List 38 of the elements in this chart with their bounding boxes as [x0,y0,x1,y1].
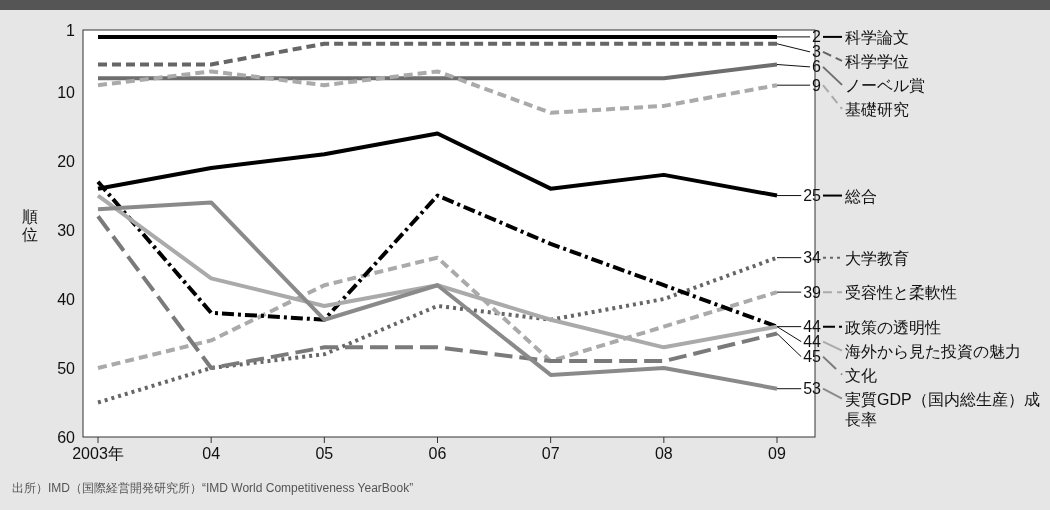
x-tick-label: 09 [768,445,786,462]
data-label: 3 [812,43,822,61]
data-label: 9 [812,76,822,94]
data-label: 44 [803,333,822,351]
legend-label: 科学論文 [845,28,909,46]
y-tick-label: 30 [57,221,76,239]
legend-label: 総合 [844,187,877,205]
data-label: 6 [812,58,822,76]
data-label: 53 [803,380,822,398]
y-tick-label: 40 [57,290,76,308]
data-label: 45 [803,348,822,366]
x-tick-label: 07 [541,445,560,462]
x-tick-label: 08 [654,445,673,462]
y-tick-label: 50 [57,359,76,377]
data-label: 44 [803,318,822,336]
x-tick-label: 05 [315,445,334,462]
text: 基礎研究 [845,100,909,118]
legend-label: ノーベル賞 [845,76,925,94]
y-tick-label: 10 [57,83,76,101]
x-tick-label: 04 [202,445,221,462]
data-label: 39 [803,283,822,301]
x-tick-label: 2003年 [72,445,124,462]
y-axis-title: 順位 [22,208,38,243]
legend-label: 文化 [845,366,877,384]
y-tick-label: 20 [57,152,76,170]
y-tick-label: 60 [57,428,76,446]
y-tick-label: 1 [66,21,76,39]
legend-label: 実質GDP（国内総生産）成長率 [845,390,1040,428]
data-label: 2 [812,28,822,46]
legend-label: 大学教育 [845,249,909,267]
x-tick-label: 06 [428,445,447,462]
data-label: 34 [803,249,822,267]
legend-label: 科学学位 [845,52,909,70]
data-label: 25 [803,187,822,205]
legend-label: 受容性と柔軟性 [845,283,957,301]
legend-label: 海外から見た投資の魅力 [845,342,1021,360]
text: 出所）IMD（国際経営開発研究所）“IMD World Competitiveness YearBook” [12,481,414,495]
legend-label: 政策の透明性 [845,318,941,336]
